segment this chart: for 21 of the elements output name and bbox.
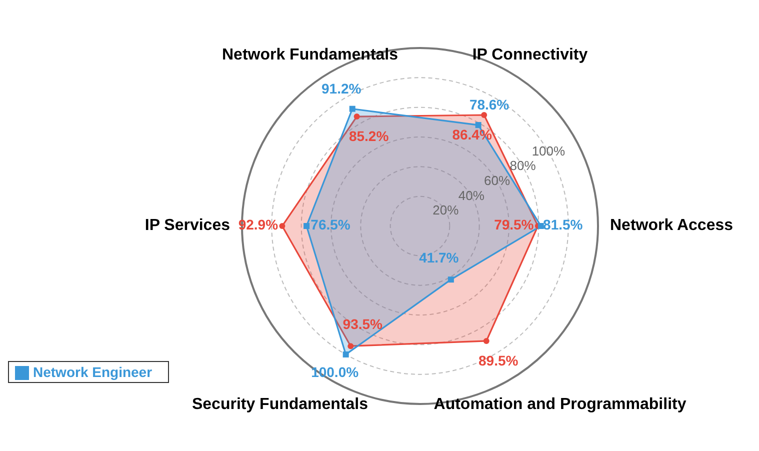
y-tick-label: 20%	[432, 202, 460, 218]
y-tick-label: 100%	[532, 143, 566, 158]
spoke-label: Network Fundamentals	[222, 46, 398, 64]
data-label: 79.5%	[494, 216, 534, 233]
legend-label: Network Engineer	[33, 364, 152, 380]
y-tick-label: 60%	[484, 172, 511, 188]
data-label: 78.6%	[469, 96, 510, 113]
spoke-label: Network Access	[610, 217, 734, 234]
spoke-label: Security Fundamentals	[192, 396, 368, 413]
spoke-label: IP Services	[144, 217, 230, 234]
data-label: 85.2%	[348, 128, 390, 144]
data-label: 93.5%	[342, 316, 384, 332]
data-label: 91.2%	[322, 80, 362, 96]
y-tick-label: 80%	[510, 158, 536, 174]
data-label: 41.7%	[419, 249, 460, 266]
data-label: 81.5%	[543, 216, 584, 233]
data-label: 89.5%	[478, 352, 519, 368]
y-tick-label: 40%	[458, 188, 485, 203]
spoke-label: Automation and Programmability	[434, 396, 686, 413]
spoke-label: IP Connectivity	[472, 46, 588, 64]
data-label: 76.5%	[310, 216, 351, 233]
